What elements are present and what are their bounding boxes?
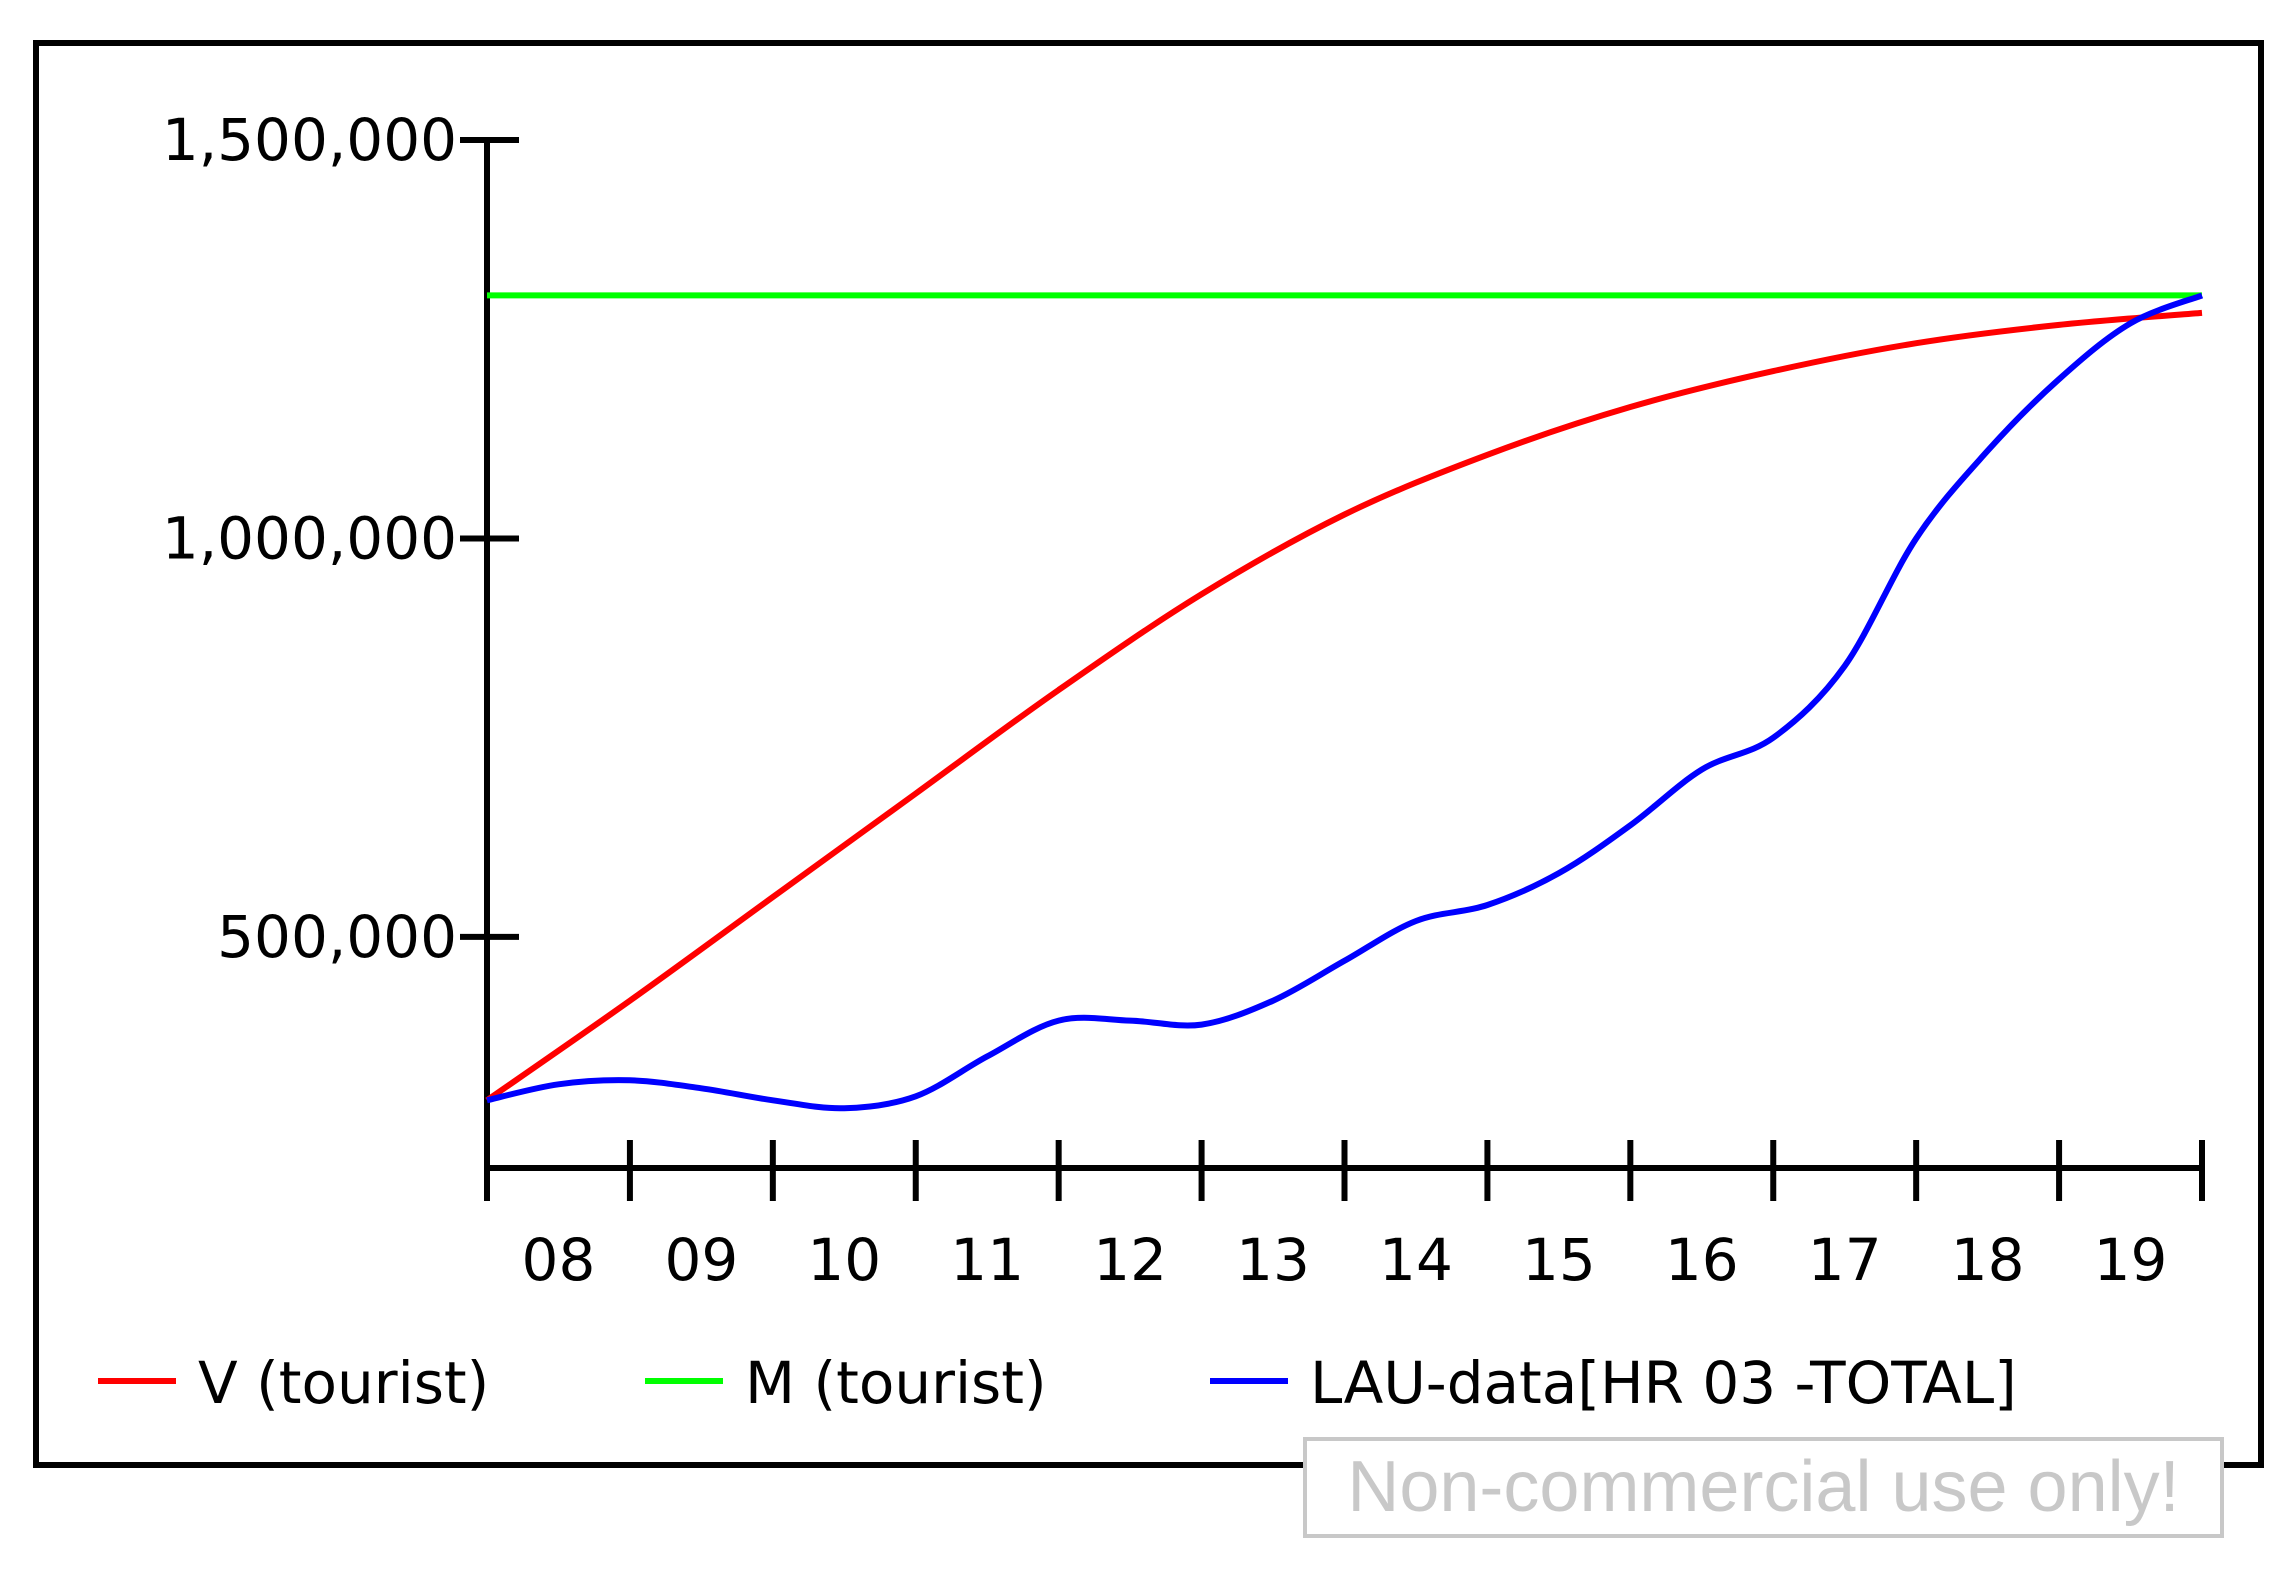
y-tick-label: 1,000,000	[162, 504, 457, 572]
legend-label: M (tourist)	[745, 1349, 1047, 1417]
x-tick-label: 09	[664, 1226, 738, 1294]
x-tick-label: 18	[1951, 1226, 2025, 1294]
legend-label: LAU-data[HR 03 -TOTAL]	[1310, 1349, 2017, 1417]
series-line-2	[486, 292, 2204, 1112]
legend: V (tourist) M (tourist) LAU-data[HR 03 -TO…	[98, 1349, 2017, 1417]
x-tick-label: 12	[1093, 1226, 1167, 1294]
x-tick-label: 13	[1236, 1226, 1310, 1294]
x-tick-label: 14	[1379, 1226, 1453, 1294]
x-tick-label: 11	[950, 1226, 1024, 1294]
chart-frame	[33, 40, 2264, 1468]
x-tick-label: 08	[522, 1226, 596, 1294]
watermark: Non-commercial use only!	[1303, 1437, 2224, 1538]
plot-lines	[485, 292, 2204, 1112]
x-tick-label: 17	[1808, 1226, 1882, 1294]
x-tick-label: 19	[2094, 1226, 2168, 1294]
series-line-0	[485, 309, 2203, 1103]
x-tick-label: 15	[1522, 1226, 1596, 1294]
x-tick-label: 16	[1665, 1226, 1739, 1294]
axes: 500,000 1,000,000 1,500,000 08 09 10 11 12 13 14 1…	[162, 106, 2205, 1294]
x-tick-label: 10	[807, 1226, 881, 1294]
y-tick-label: 1,500,000	[162, 106, 457, 174]
legend-label: V (tourist)	[198, 1349, 489, 1417]
y-tick-label: 500,000	[217, 903, 457, 971]
